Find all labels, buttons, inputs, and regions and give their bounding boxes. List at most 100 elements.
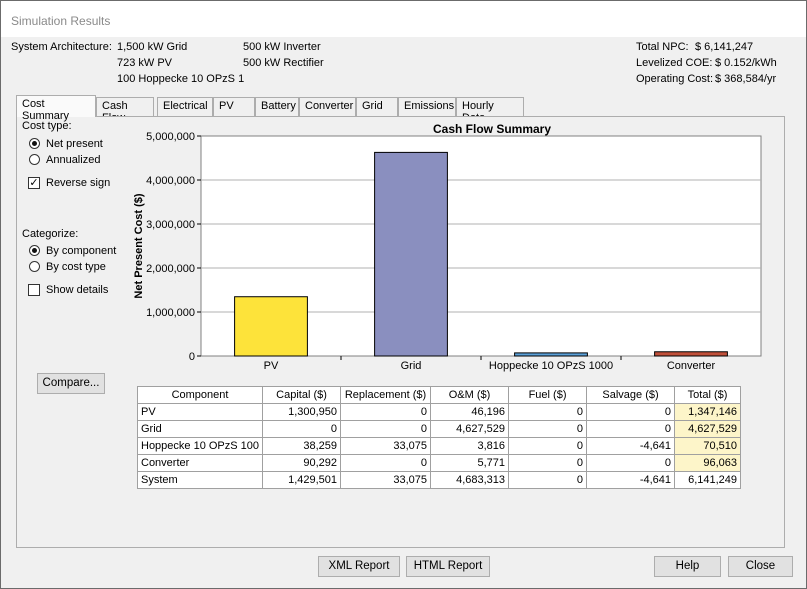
col-header-salvage[interactable]: Salvage ($) <box>586 386 676 404</box>
y-axis-label: Net Present Cost ($) <box>133 193 145 298</box>
tab-label: Emissions <box>404 100 455 112</box>
net-present-label[interactable]: Net present <box>46 138 103 150</box>
table-row[interactable]: Hoppecke 10 OPzS 100 38,259 33,075 3,816 0 -4… <box>136 437 742 455</box>
reverse-sign-label[interactable]: Reverse sign <box>46 177 111 189</box>
by-cost-type-radio[interactable] <box>29 261 40 272</box>
y-tick-label: 1,000,000 <box>146 307 195 319</box>
cell-fuel: 0 <box>508 471 588 489</box>
show-details-checkbox[interactable] <box>28 284 40 296</box>
compare-button[interactable]: Compare... <box>37 373 105 394</box>
table-body: PV 1,300,950 0 46,196 0 0 1,347,146 Grid 0 0 4,627… <box>136 403 742 489</box>
by-cost-type-label[interactable]: By cost type <box>46 261 106 273</box>
reverse-sign-checkbox[interactable]: ✓ <box>28 177 40 189</box>
bar-converter[interactable] <box>654 351 728 357</box>
col-header-total[interactable]: Total ($) <box>674 386 742 404</box>
check-mark-icon: ✓ <box>29 177 39 189</box>
x-tick-label: Converter <box>667 360 716 372</box>
tab-cost-summary[interactable]: Cost Summary <box>16 95 96 122</box>
tab-label: Cost Summary <box>22 98 70 122</box>
tab-label: PV <box>219 100 234 112</box>
col-header-om[interactable]: O&M ($) <box>430 386 510 404</box>
cell-component: Hoppecke 10 OPzS 100 <box>136 437 264 455</box>
annualized-label[interactable]: Annualized <box>46 154 101 166</box>
cell-capital: 38,259 <box>262 437 342 455</box>
tab-battery[interactable]: Battery <box>255 97 299 116</box>
cost-table: Component Capital ($) Replacement ($) O&… <box>136 386 742 489</box>
x-tick-label: PV <box>264 360 279 372</box>
cell-total: 96,063 <box>674 454 742 472</box>
cell-fuel: 0 <box>508 403 588 421</box>
levelized-coe-value: $ 0.152/kWh <box>715 57 777 69</box>
cell-replacement: 0 <box>340 420 432 438</box>
cell-replacement: 0 <box>340 403 432 421</box>
cell-capital: 0 <box>262 420 342 438</box>
col-header-replacement[interactable]: Replacement ($) <box>340 386 432 404</box>
annualized-radio[interactable] <box>29 154 40 165</box>
table-header-row: Component Capital ($) Replacement ($) O&… <box>136 386 742 404</box>
operating-cost-value: $ 368,584/yr <box>715 73 777 85</box>
bars <box>234 151 728 357</box>
cell-fuel: 0 <box>508 420 588 438</box>
bar-hoppecke-10-opzs-1000[interactable] <box>514 352 588 357</box>
bar-pv[interactable] <box>234 296 308 357</box>
col-header-component[interactable]: Component <box>136 386 264 404</box>
cell-om: 4,683,313 <box>430 471 510 489</box>
y-tick-label: 3,000,000 <box>146 219 195 231</box>
cell-capital: 1,429,501 <box>262 471 342 489</box>
tab-cash-flow[interactable]: Cash Flow <box>96 97 154 124</box>
xml-report-button[interactable]: XML Report <box>318 556 400 577</box>
tab-pv[interactable]: PV <box>213 97 255 116</box>
tab-grid[interactable]: Grid <box>356 97 398 116</box>
arch-rectifier: 500 kW Rectifier <box>243 57 324 69</box>
table-row[interactable]: PV 1,300,950 0 46,196 0 0 1,347,146 <box>136 403 742 421</box>
cell-fuel: 0 <box>508 454 588 472</box>
tab-label: Battery <box>261 100 296 112</box>
title-bar[interactable]: Simulation Results <box>1 1 806 37</box>
cell-om: 5,771 <box>430 454 510 472</box>
bar-grid[interactable] <box>374 151 448 357</box>
cell-total: 4,627,529 <box>674 420 742 438</box>
cost-type-label: Cost type: <box>22 120 72 132</box>
x-tick-label: Grid <box>401 360 422 372</box>
by-component-label[interactable]: By component <box>46 245 117 257</box>
tab-hourly-data[interactable]: Hourly Data <box>456 97 524 124</box>
by-component-radio[interactable] <box>29 245 40 256</box>
arch-grid: 1,500 kW Grid <box>117 41 188 53</box>
cell-component: Grid <box>136 420 264 438</box>
x-axis-ticks: PV Grid Hoppecke 10 OPzS 1000 Converter <box>264 356 716 372</box>
table-row[interactable]: System 1,429,501 33,075 4,683,313 0 -4,641 6,1… <box>136 471 742 489</box>
tab-label: Electrical <box>163 100 208 112</box>
tab-emissions[interactable]: Emissions <box>398 97 456 116</box>
show-details-label[interactable]: Show details <box>46 284 109 296</box>
cell-total: 6,141,249 <box>674 471 742 489</box>
cell-replacement: 0 <box>340 454 432 472</box>
arch-pv: 723 kW PV <box>117 57 173 69</box>
radio-selected-dot <box>32 248 37 253</box>
table-row[interactable]: Converter 90,292 0 5,771 0 0 96,063 <box>136 454 742 472</box>
cell-om: 4,627,529 <box>430 420 510 438</box>
help-button[interactable]: Help <box>654 556 721 577</box>
y-tick-label: 2,000,000 <box>146 263 195 275</box>
cell-component: PV <box>136 403 264 421</box>
table-row[interactable]: Grid 0 0 4,627,529 0 0 4,627,529 <box>136 420 742 438</box>
html-report-button[interactable]: HTML Report <box>406 556 490 577</box>
y-tick-label: 4,000,000 <box>146 175 195 187</box>
cell-component: System <box>136 471 264 489</box>
close-button[interactable]: Close <box>728 556 793 577</box>
tab-converter[interactable]: Converter <box>299 97 356 116</box>
total-npc-label: Total NPC: <box>636 41 689 53</box>
cell-replacement: 33,075 <box>340 437 432 455</box>
y-axis-ticks: 0 1,000,000 2,000,000 3,000,000 4,000,000 5,0… <box>146 131 201 363</box>
cell-salvage: -4,641 <box>586 471 676 489</box>
col-header-fuel[interactable]: Fuel ($) <box>508 386 588 404</box>
cell-salvage: 0 <box>586 403 676 421</box>
cell-capital: 1,300,950 <box>262 403 342 421</box>
net-present-radio[interactable] <box>29 138 40 149</box>
cell-salvage: 0 <box>586 420 676 438</box>
col-header-capital[interactable]: Capital ($) <box>262 386 342 404</box>
cell-total: 1,347,146 <box>674 403 742 421</box>
tab-electrical[interactable]: Electrical <box>157 97 213 116</box>
y-tick-label: 5,000,000 <box>146 131 195 143</box>
total-npc-value: $ 6,141,247 <box>695 41 754 53</box>
